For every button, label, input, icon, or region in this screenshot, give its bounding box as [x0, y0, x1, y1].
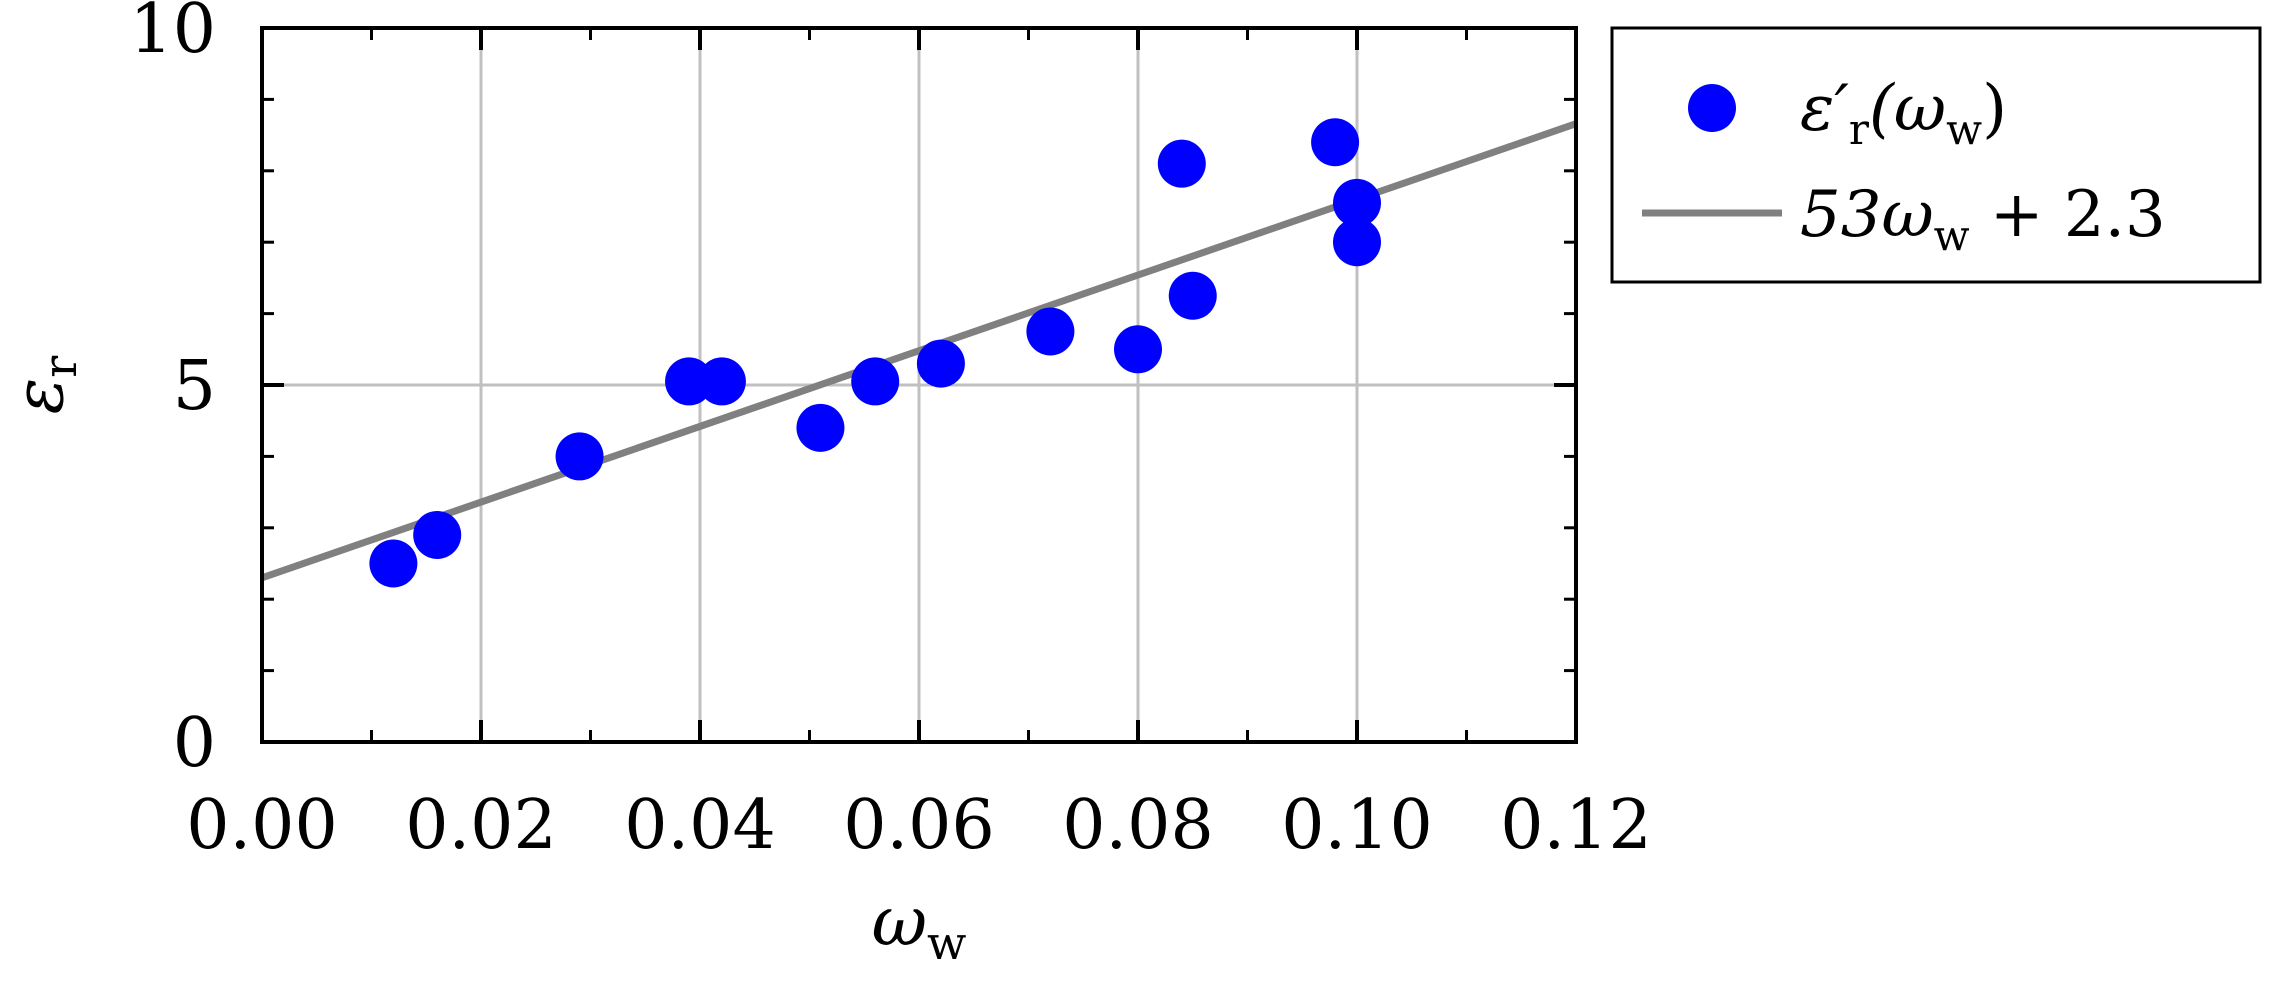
x-axis-label-main: ω	[872, 883, 927, 962]
axis-ticks	[260, 26, 1578, 744]
data-point	[1168, 271, 1217, 320]
legend: ε′r(ωw) 53ωw + 2.3	[1610, 26, 2262, 284]
data-point	[555, 432, 604, 481]
data-point	[1333, 178, 1381, 227]
data-point	[1333, 218, 1381, 267]
legend-entry-scatter: ε′r(ωw)	[1800, 72, 2007, 154]
y-axis-label: εr	[0, 356, 87, 415]
x-tick-label: 0.06	[843, 786, 994, 865]
legend-box	[1610, 26, 2262, 284]
data-point	[1114, 325, 1162, 374]
data-point	[1311, 118, 1360, 167]
grid-lines	[260, 26, 1578, 744]
x-tick-label: 0.04	[624, 786, 775, 865]
y-axis-label-main: ε	[0, 378, 79, 415]
y-tick-label: 10	[129, 0, 216, 69]
data-point	[413, 510, 462, 559]
data-points-layer	[369, 118, 1381, 588]
tick-labels: 0.00 0.02 0.04 0.06 0.08 0.10 0.12 0 5 10	[129, 0, 1651, 865]
data-point	[1026, 307, 1075, 356]
data-point	[697, 357, 746, 406]
data-point	[916, 339, 965, 388]
data-point	[369, 539, 418, 588]
x-tick-label: 0.00	[186, 786, 337, 865]
data-point	[796, 403, 845, 452]
y-tick-label: 0	[173, 704, 216, 783]
x-tick-label: 0.12	[1500, 786, 1651, 865]
x-tick-label: 0.08	[1062, 786, 1213, 865]
x-axis-label: ωw	[872, 883, 967, 970]
data-point	[1157, 139, 1206, 188]
x-axis-label-sub: w	[927, 916, 966, 970]
legend-marker-scatter	[1688, 84, 1736, 132]
data-point	[665, 357, 714, 406]
y-axis-label-sub: r	[33, 356, 87, 378]
data-point	[851, 357, 900, 406]
y-tick-label: 5	[173, 347, 216, 426]
x-tick-label: 0.02	[405, 786, 556, 865]
legend-entry-line: 53ωw + 2.3	[1800, 178, 2166, 260]
x-tick-label: 0.10	[1281, 786, 1432, 865]
